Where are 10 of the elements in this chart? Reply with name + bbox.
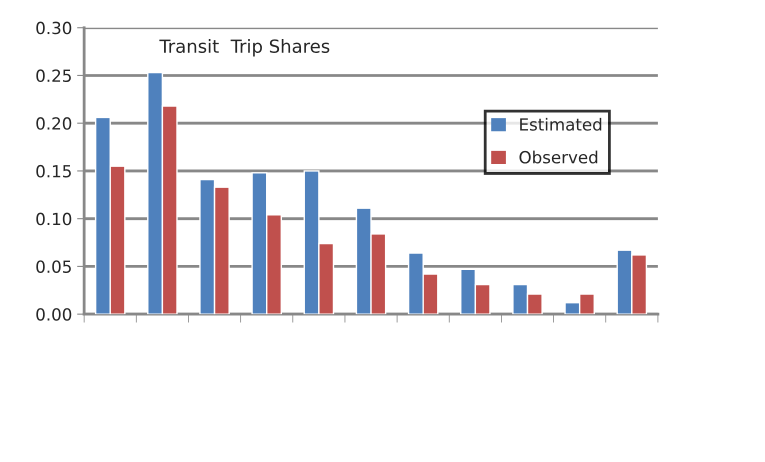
y-tick-label: 0.20 (36, 117, 72, 130)
y-tick-label: 0.00 (36, 308, 72, 321)
y-tick-label: 0.25 (36, 69, 71, 82)
legend-label: Estimated (520, 118, 602, 131)
y-tick-label: 0.30 (36, 22, 72, 34)
text: Transit Trip Shares (159, 39, 330, 57)
y-tick-label: 0.10 (36, 212, 72, 226)
y-tick-label: 0.05 (36, 260, 71, 273)
legend-label: Observed (519, 150, 598, 164)
y-tick-label: 0.15 (36, 164, 71, 178)
